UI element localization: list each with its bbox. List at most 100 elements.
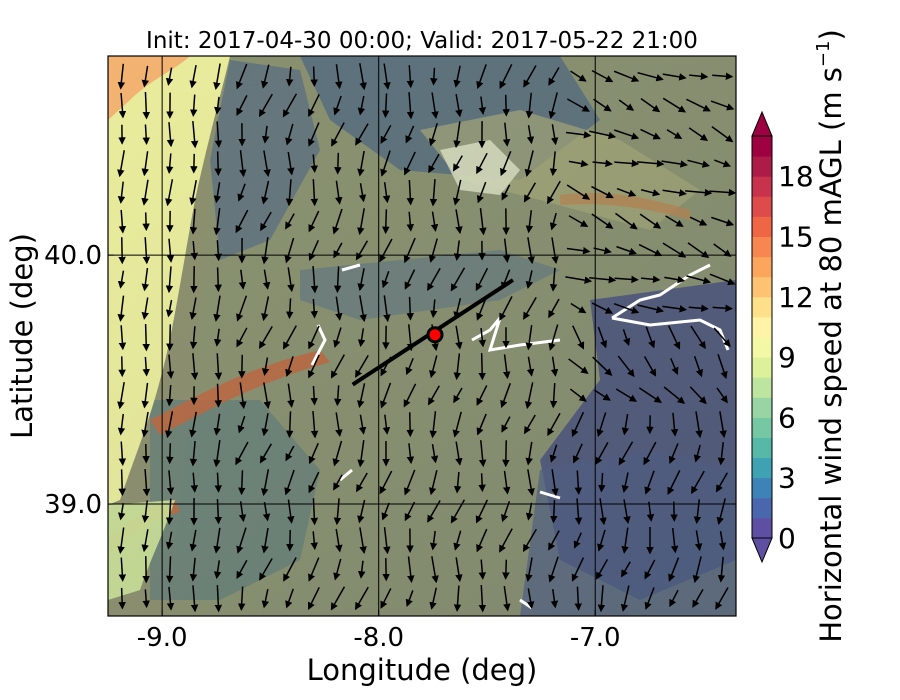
- x-axis-label: Longitude (deg): [307, 653, 538, 687]
- wind-arrow: [142, 212, 150, 232]
- wind-arrow: [359, 63, 367, 91]
- wind-arrow: [568, 159, 589, 168]
- wind-arrow: [551, 237, 559, 265]
- wind-arrow: [690, 325, 706, 350]
- wind-arrow: [258, 93, 273, 118]
- wind-arrow: [662, 242, 687, 258]
- wind-arrow: [644, 587, 655, 610]
- wind-arrow: [618, 441, 634, 466]
- colorbar-segment: [752, 136, 772, 157]
- wind-arrow: [689, 72, 709, 81]
- reservoir: [611, 263, 711, 320]
- wind-arrow: [118, 557, 127, 582]
- wind-arrow: [639, 213, 662, 229]
- wind-arrow: [406, 296, 414, 321]
- wind-arrow: [308, 122, 320, 147]
- wind-arrow: [476, 528, 488, 553]
- colorbar-segment: [752, 397, 772, 418]
- wind-arrow: [715, 587, 729, 610]
- wind-arrow: [571, 411, 585, 438]
- wind-arrow: [380, 124, 392, 144]
- wind-arrow: [259, 443, 273, 464]
- wind-arrow: [613, 302, 640, 314]
- wind-arrow: [380, 150, 391, 177]
- wind-arrow: [452, 155, 463, 172]
- wind-arrow: [333, 327, 342, 348]
- wind-arrow: [640, 128, 661, 140]
- wind-arrow: [525, 325, 533, 351]
- wind-arrow: [117, 502, 126, 521]
- wind-arrow: [502, 122, 511, 147]
- wind-arrow: [260, 211, 272, 232]
- colorbar-segment: [752, 236, 772, 258]
- wind-arrow: [643, 356, 657, 377]
- wind-arrow: [142, 356, 150, 377]
- wind-arrow: [455, 93, 463, 118]
- wind-arrow: [566, 184, 591, 200]
- wind-arrow: [286, 298, 294, 320]
- wind-arrow: [333, 474, 343, 491]
- wind-arrow: [665, 215, 684, 227]
- wind-arrow: [335, 296, 343, 321]
- wind-arrow: [550, 356, 559, 377]
- wind-arrow: [478, 559, 487, 580]
- wind-arrow: [406, 65, 415, 89]
- wind-arrow: [593, 246, 612, 255]
- wind-arrow: [165, 531, 174, 550]
- wind-arrow: [118, 92, 127, 119]
- wind-arrow: [499, 528, 513, 553]
- wind-arrow: [478, 353, 486, 381]
- wind-arrow: [618, 99, 635, 111]
- colorbar-tick-label: 3: [778, 462, 796, 495]
- wind-arrow: [502, 354, 511, 380]
- wind-arrow: [591, 302, 614, 314]
- wind-arrow: [287, 499, 295, 524]
- x-axis: -9.0 -8.0 -7.0: [137, 610, 621, 653]
- wind-arrow: [621, 472, 629, 493]
- wind-arrow: [637, 304, 665, 314]
- wind-arrow: [616, 187, 637, 197]
- wind-arrow: [551, 469, 559, 497]
- wind-arrow: [668, 443, 679, 464]
- wind-arrow: [714, 159, 732, 168]
- wind-arrow: [118, 209, 127, 234]
- wind-arrow: [330, 354, 345, 379]
- wind-arrow: [379, 470, 393, 495]
- wind-arrow: [522, 528, 537, 553]
- wind-arrow: [263, 150, 271, 178]
- wind-arrow: [638, 387, 662, 403]
- wind-arrow: [621, 561, 631, 578]
- wind-arrow: [613, 129, 640, 140]
- wind-arrow: [238, 501, 247, 523]
- wind-arrow: [189, 411, 197, 438]
- wind-arrow: [565, 131, 592, 139]
- wind-arrow: [357, 208, 365, 236]
- wind-arrow: [623, 499, 631, 525]
- wind-arrow: [719, 411, 727, 439]
- wind-arrow: [118, 469, 126, 497]
- wind-arrow: [526, 356, 535, 377]
- wind-arrow: [476, 152, 488, 175]
- wind-arrow: [357, 499, 366, 524]
- wind-arrow: [615, 212, 638, 230]
- wind-arrow: [383, 63, 391, 90]
- wind-arrow: [670, 501, 678, 522]
- wind-arrow: [548, 92, 558, 120]
- wind-arrow: [500, 150, 512, 177]
- wind-arrow: [357, 328, 366, 348]
- wind-arrow: [717, 556, 726, 583]
- wind-arrow: [641, 275, 661, 284]
- wind-arrow: [502, 94, 510, 117]
- wind-arrow: [450, 499, 466, 524]
- wind-arrow: [357, 383, 366, 409]
- wind-arrow: [502, 559, 510, 580]
- wind-arrow: [142, 589, 150, 609]
- wind-arrow: [526, 588, 535, 610]
- wind-arrow: [548, 324, 559, 351]
- wind-arrow: [572, 443, 583, 464]
- wind-arrow: [478, 440, 487, 468]
- colorbar-segment: [752, 437, 772, 459]
- map-plot-area: [108, 56, 736, 616]
- wind-arrow: [214, 96, 222, 115]
- x-tick-label: -9.0: [137, 623, 188, 653]
